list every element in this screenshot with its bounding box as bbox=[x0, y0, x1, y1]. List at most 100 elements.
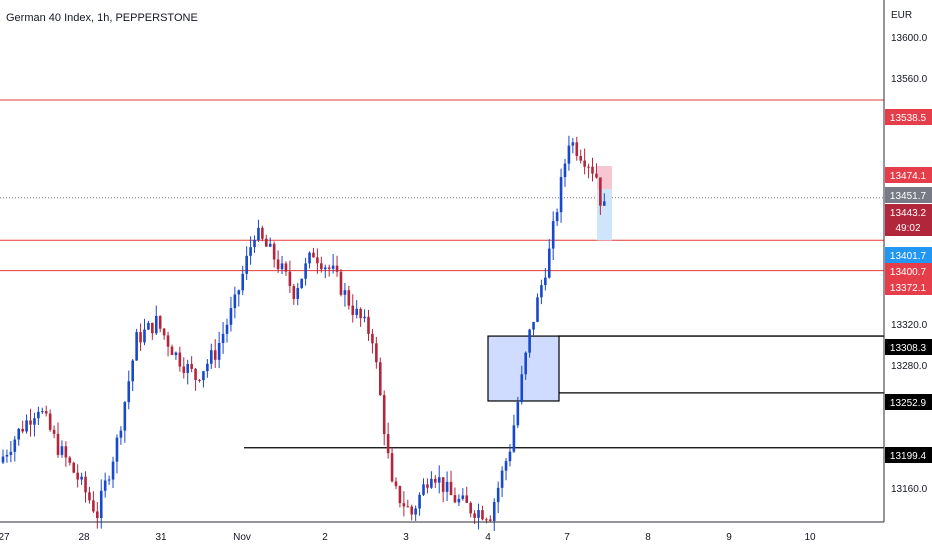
price-tag[interactable]: 13372.1 bbox=[885, 279, 932, 295]
candle-body[interactable] bbox=[469, 502, 472, 514]
candle-body[interactable] bbox=[253, 240, 256, 248]
time-axis-ticks[interactable]: 27 28 31 Nov 2 3 4 7 8 9 10 bbox=[0, 532, 816, 543]
candle-body[interactable] bbox=[21, 428, 24, 432]
candle-body[interactable] bbox=[13, 439, 17, 452]
candle-body[interactable] bbox=[422, 484, 425, 495]
candle-body[interactable] bbox=[437, 477, 441, 483]
candle-body[interactable] bbox=[512, 425, 516, 452]
candle-body[interactable] bbox=[477, 510, 480, 518]
candle-body[interactable] bbox=[398, 486, 402, 504]
candle-body[interactable] bbox=[567, 145, 571, 164]
candle-body[interactable] bbox=[72, 462, 76, 473]
price-tag[interactable]: 13252.9 bbox=[885, 394, 932, 410]
candle-body[interactable] bbox=[131, 360, 134, 382]
candle-body[interactable] bbox=[33, 418, 36, 425]
candle-body[interactable] bbox=[96, 511, 99, 519]
candle-body[interactable] bbox=[1, 456, 5, 463]
candle-body[interactable] bbox=[241, 273, 245, 291]
candle-body[interactable] bbox=[80, 476, 83, 480]
candle-body[interactable] bbox=[272, 243, 276, 260]
candle-body[interactable] bbox=[339, 271, 343, 295]
candle-body[interactable] bbox=[430, 478, 433, 488]
candle-body[interactable] bbox=[154, 315, 158, 334]
candle-body[interactable] bbox=[343, 290, 347, 295]
candle-body[interactable] bbox=[225, 324, 229, 334]
candle-body[interactable] bbox=[359, 308, 362, 319]
candle-body[interactable] bbox=[489, 519, 492, 521]
candle-body[interactable] bbox=[276, 259, 280, 270]
candle-body[interactable] bbox=[382, 395, 386, 435]
candle-body[interactable] bbox=[304, 263, 307, 279]
candle-body[interactable] bbox=[174, 352, 178, 355]
candle-body[interactable] bbox=[115, 437, 119, 462]
candle-body[interactable] bbox=[123, 402, 127, 431]
candle-body[interactable] bbox=[296, 288, 300, 299]
candle-body[interactable] bbox=[292, 286, 296, 299]
candle-body[interactable] bbox=[457, 498, 461, 503]
candle-body[interactable] bbox=[41, 411, 44, 413]
candle-body[interactable] bbox=[312, 252, 315, 258]
candle-body[interactable] bbox=[563, 163, 567, 178]
candle-body[interactable] bbox=[119, 430, 123, 438]
candle-body[interactable] bbox=[351, 305, 355, 315]
candle-body[interactable] bbox=[378, 362, 382, 396]
candle-body[interactable] bbox=[316, 257, 319, 264]
candle-body[interactable] bbox=[127, 381, 131, 403]
candle-body[interactable] bbox=[103, 480, 107, 491]
candle-body[interactable] bbox=[492, 502, 496, 521]
candle-body[interactable] bbox=[602, 201, 606, 206]
candle-body[interactable] bbox=[390, 453, 394, 482]
candle-body[interactable] bbox=[44, 411, 48, 414]
candle-body[interactable] bbox=[371, 333, 374, 344]
candle-body[interactable] bbox=[528, 329, 531, 353]
candle-body[interactable] bbox=[323, 267, 327, 270]
candle-body[interactable] bbox=[166, 335, 170, 347]
candle-body[interactable] bbox=[190, 363, 193, 369]
candle-body[interactable] bbox=[139, 332, 142, 343]
candle-body[interactable] bbox=[496, 487, 500, 503]
candle-body[interactable] bbox=[194, 368, 197, 380]
candle-body[interactable] bbox=[481, 510, 484, 520]
plot-area[interactable] bbox=[0, 0, 884, 522]
candle-body[interactable] bbox=[249, 247, 252, 256]
candle-body[interactable] bbox=[48, 413, 52, 430]
candle-body[interactable] bbox=[60, 446, 64, 455]
candle-body[interactable] bbox=[591, 166, 594, 174]
candle-body[interactable] bbox=[217, 342, 221, 360]
candle-body[interactable] bbox=[308, 252, 311, 264]
candle-body[interactable] bbox=[245, 255, 248, 274]
candle-body[interactable] bbox=[233, 294, 237, 309]
candle-body[interactable] bbox=[426, 484, 429, 488]
candle-body[interactable] bbox=[524, 352, 527, 375]
candle-body[interactable] bbox=[29, 420, 32, 425]
candle-body[interactable] bbox=[92, 500, 95, 512]
candle-body[interactable] bbox=[508, 451, 512, 462]
candle-body[interactable] bbox=[375, 343, 378, 363]
candle-body[interactable] bbox=[52, 429, 56, 434]
candle-body[interactable] bbox=[186, 363, 190, 373]
candle-body[interactable] bbox=[418, 494, 421, 509]
price-tag[interactable]: 13538.5 bbox=[885, 109, 932, 125]
candle-body[interactable] bbox=[445, 481, 449, 492]
candle-body[interactable] bbox=[170, 346, 174, 355]
candle-body[interactable] bbox=[147, 322, 150, 330]
candle-body[interactable] bbox=[367, 316, 370, 334]
candle-body[interactable] bbox=[335, 265, 339, 272]
candle-body[interactable] bbox=[76, 472, 79, 480]
candle-body[interactable] bbox=[300, 278, 303, 289]
candle-body[interactable] bbox=[68, 457, 72, 463]
candle-body[interactable] bbox=[500, 470, 504, 488]
candle-body[interactable] bbox=[363, 316, 366, 319]
candle-body[interactable] bbox=[206, 363, 209, 372]
price-tag[interactable]: 13308.3 bbox=[885, 339, 932, 355]
candle-body[interactable] bbox=[284, 263, 288, 272]
candle-body[interactable] bbox=[347, 290, 351, 306]
demand-zone-box[interactable] bbox=[487, 335, 560, 402]
candle-body[interactable] bbox=[473, 513, 476, 518]
candle-body[interactable] bbox=[355, 308, 358, 315]
candle-body[interactable] bbox=[202, 371, 205, 381]
candle-body[interactable] bbox=[221, 333, 225, 343]
candle-body[interactable] bbox=[520, 374, 524, 403]
candle-body[interactable] bbox=[135, 332, 138, 361]
